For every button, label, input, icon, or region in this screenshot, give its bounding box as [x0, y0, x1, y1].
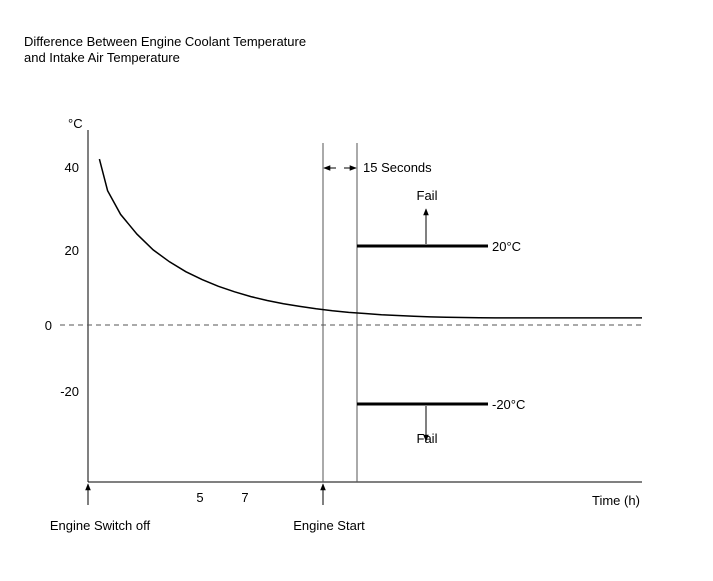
engine-switch-off-label: Engine Switch off	[50, 518, 151, 533]
chart-title: Difference Between Engine Coolant Temper…	[24, 34, 306, 66]
threshold-upper-label: 20°C	[492, 239, 521, 254]
interval-label: 15 Seconds	[363, 160, 432, 175]
engine-start-label: Engine Start	[293, 518, 365, 533]
x-tick-label: 7	[241, 490, 248, 505]
y-tick-label: 20	[65, 243, 79, 258]
fail-upper-label: Fail	[417, 188, 438, 203]
chart-title-line-2: and Intake Air Temperature	[24, 50, 180, 65]
series-line	[98, 158, 642, 319]
x-tick-label: 5	[196, 490, 203, 505]
y-tick-label: -20	[60, 384, 79, 399]
x-axis-label: Time (h)	[592, 493, 640, 508]
fail-lower-label: Fail	[417, 431, 438, 446]
y-tick-label: 0	[45, 318, 52, 333]
y-tick-label: 40	[65, 160, 79, 175]
threshold-lower-label: -20°C	[492, 397, 525, 412]
chart-title-line-1: Difference Between Engine Coolant Temper…	[24, 34, 307, 49]
y-axis-label: °C	[68, 116, 83, 131]
